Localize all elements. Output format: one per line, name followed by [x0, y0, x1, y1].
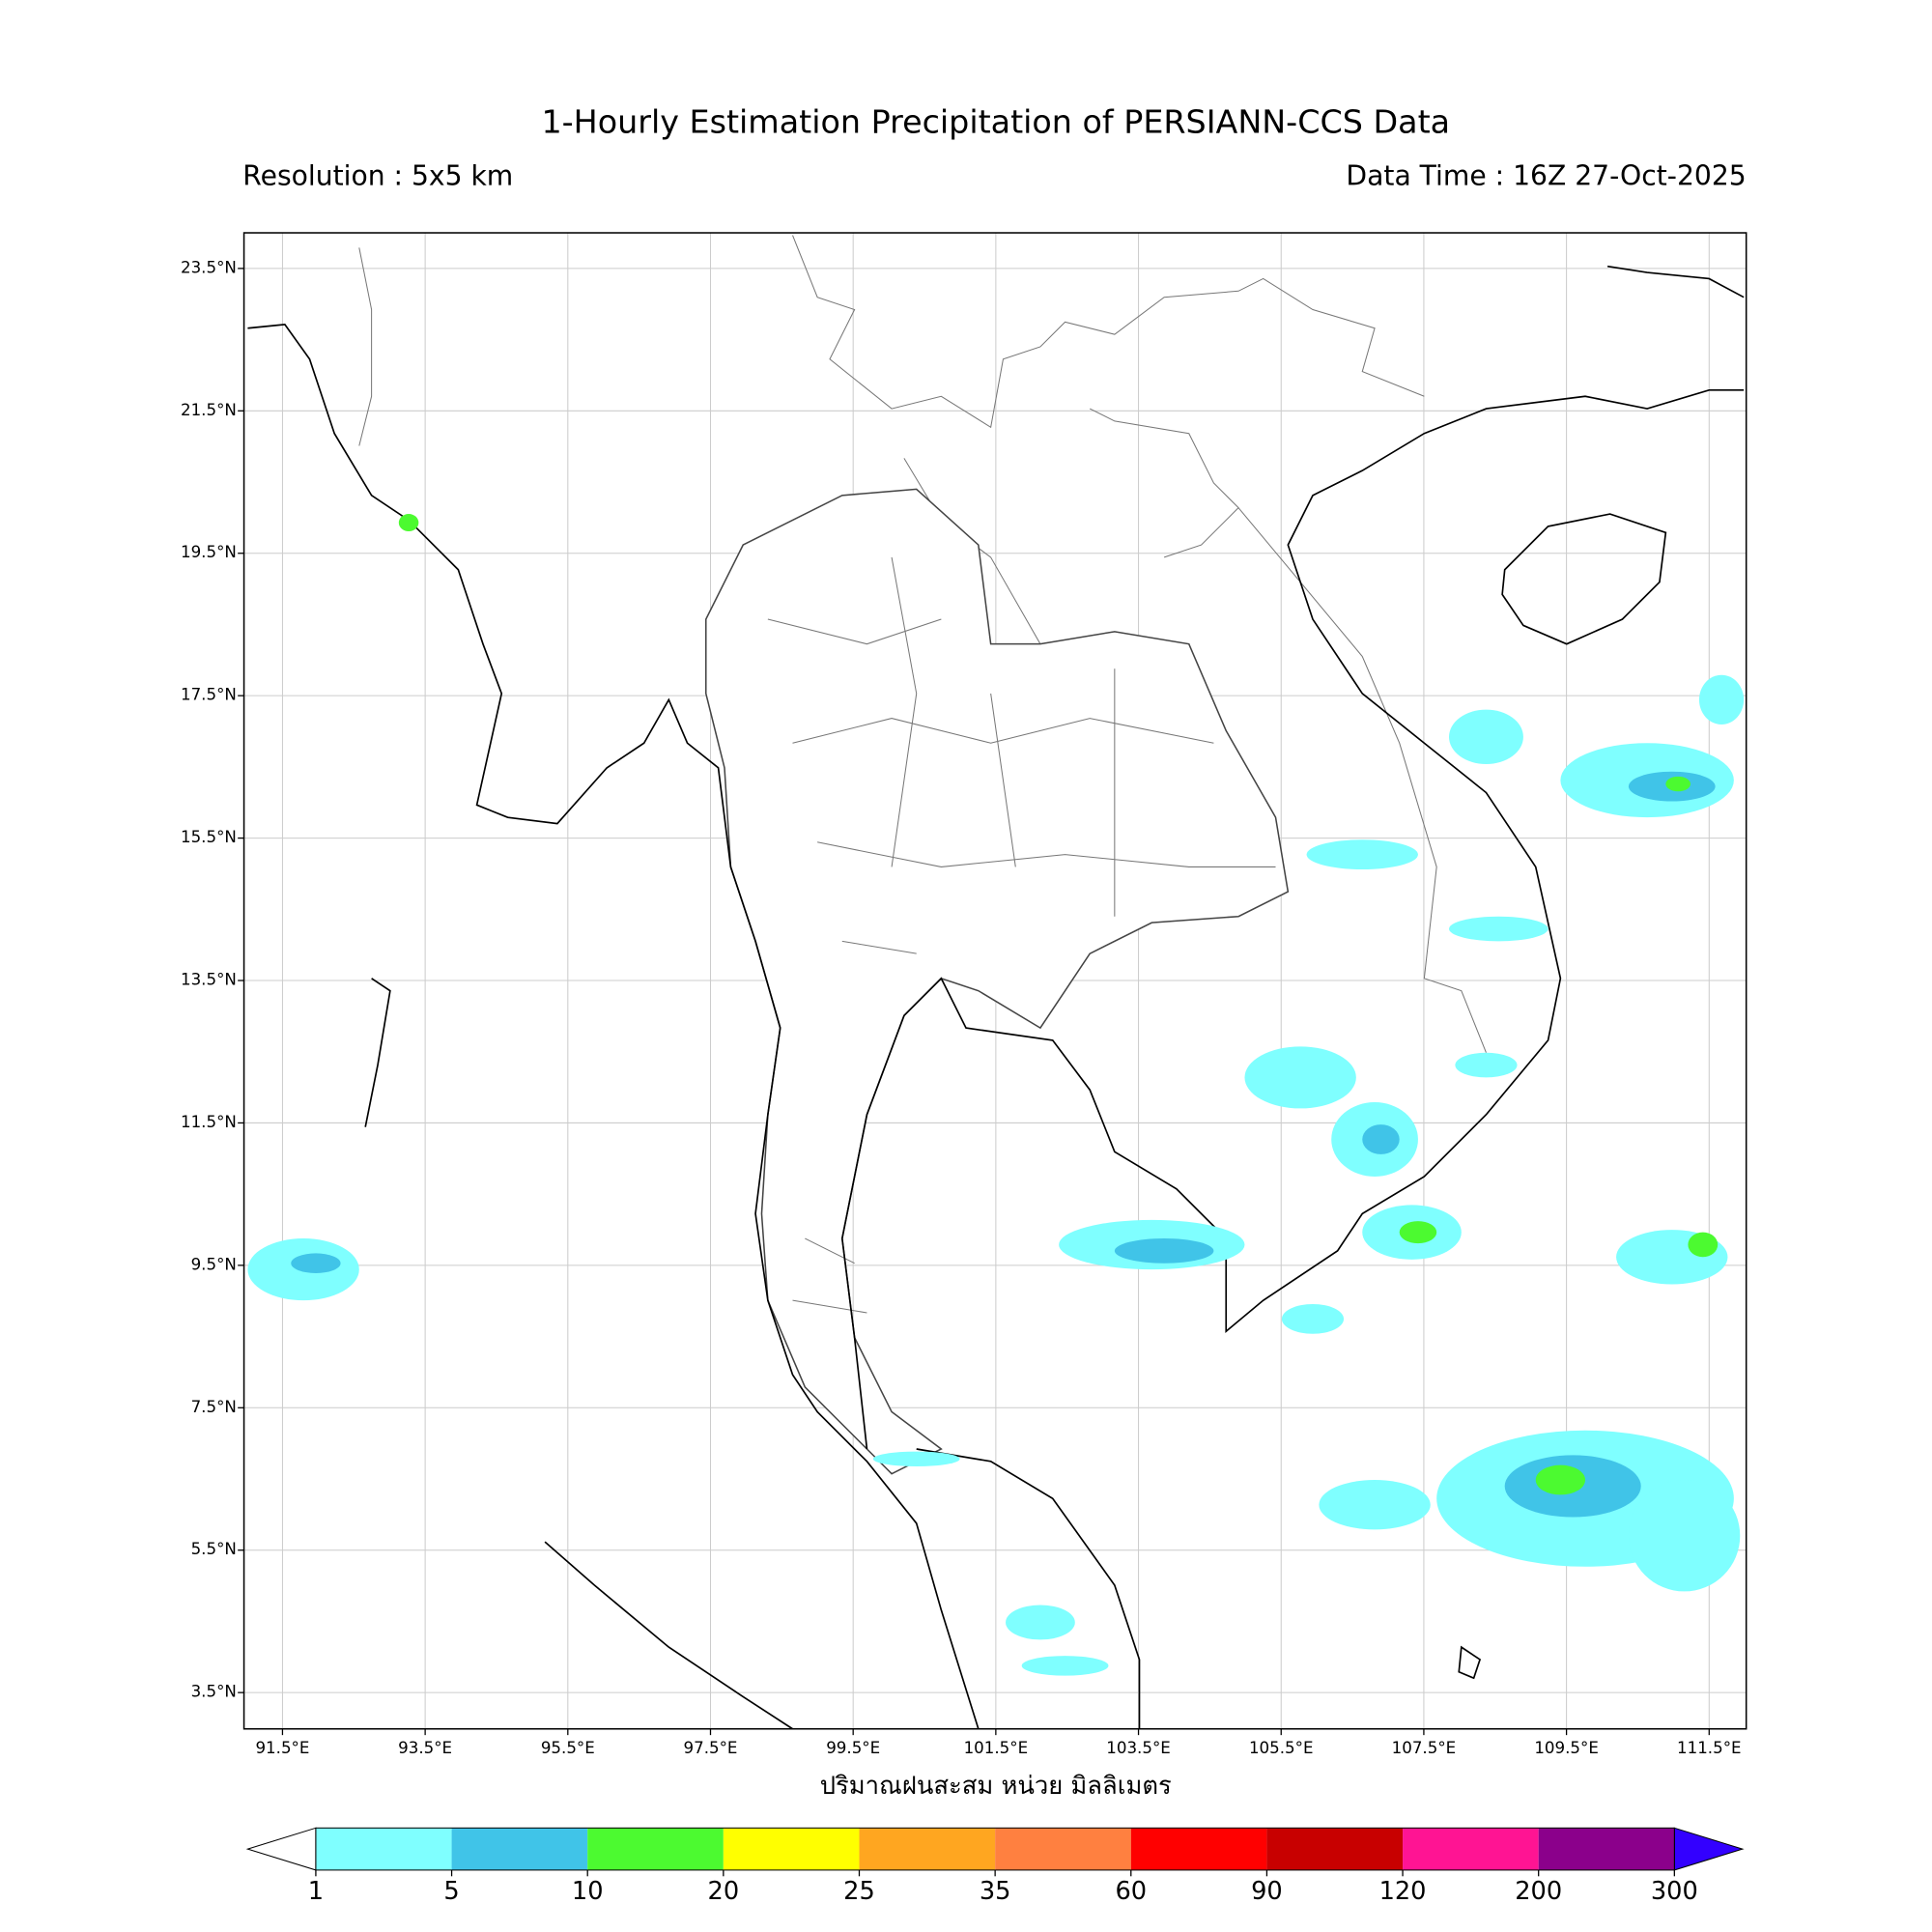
- colorbar-under: [245, 1827, 317, 1871]
- colorbar-label: 1: [308, 1877, 324, 1906]
- colorbar-label: 5: [443, 1877, 459, 1906]
- colorbar-label: 25: [843, 1877, 875, 1906]
- x-tick-label: 101.5°E: [964, 1739, 1029, 1757]
- colorbar-over: [1673, 1827, 1745, 1871]
- colorbar-box: [315, 1828, 452, 1870]
- x-axis-label: ปริมาณฝนสะสม หน่วย มิลลิเมตร: [820, 1772, 1172, 1801]
- colorbar-box: [995, 1828, 1131, 1870]
- colorbar-label: 20: [708, 1877, 740, 1906]
- y-tick-label: 3.5°N: [191, 1683, 237, 1701]
- grid: [243, 233, 1747, 1729]
- resolution: Resolution : 5x5 km: [242, 159, 513, 191]
- y-tick-label: 9.5°N: [191, 1255, 237, 1273]
- coastline: [1606, 265, 1745, 298]
- rain-area: [291, 1253, 341, 1273]
- y-tick-label: 19.5°N: [181, 543, 237, 561]
- rain-area: [1319, 1480, 1431, 1530]
- rain-area: [1449, 916, 1548, 942]
- colorbar-label: 90: [1251, 1877, 1283, 1906]
- rain-area: [1698, 674, 1745, 724]
- country-border: [358, 235, 1487, 1053]
- rain-area: [1306, 839, 1418, 869]
- colorbar-label: 200: [1515, 1877, 1562, 1906]
- rain-area: [1449, 709, 1523, 765]
- rain-area: [1006, 1605, 1075, 1640]
- x-tick-label: 91.5°E: [255, 1739, 309, 1757]
- island: [1501, 513, 1667, 645]
- precipitation: [247, 514, 1745, 1676]
- colorbar-label: 35: [980, 1877, 1011, 1906]
- coastline: [247, 324, 980, 1729]
- y-tick-label: 17.5°N: [181, 686, 237, 704]
- y-tick-label: 5.5°N: [191, 1540, 237, 1558]
- y-tick-label: 13.5°N: [181, 971, 237, 989]
- map-features: [247, 235, 1745, 1730]
- province-borders: [767, 556, 1276, 1314]
- thailand: [705, 488, 1290, 1475]
- y-tick-label: 11.5°N: [181, 1113, 237, 1131]
- title: 1-Hourly Estimation Precipitation of PER…: [541, 103, 1450, 141]
- x-tick-label: 111.5°E: [1677, 1739, 1742, 1757]
- x-tick-label: 103.5°E: [1106, 1739, 1171, 1757]
- x-tick-label: 95.5°E: [541, 1739, 595, 1757]
- colorbar-box: [587, 1828, 724, 1870]
- rain-area: [1665, 776, 1690, 792]
- rain-area: [1021, 1656, 1109, 1676]
- colorbar-box: [859, 1828, 996, 1870]
- rain-area: [1688, 1232, 1719, 1258]
- colorbar: 1 5 10 20 25 35 60 90 120 200 300: [245, 1827, 1745, 1906]
- rain-area: [1535, 1464, 1586, 1495]
- rain-area: [1628, 1480, 1741, 1592]
- x-tick-label: 107.5°E: [1392, 1739, 1457, 1757]
- rain-area: [1455, 1052, 1518, 1078]
- rain-area: [1399, 1221, 1437, 1244]
- x-tick-label: 97.5°E: [684, 1739, 738, 1757]
- colorbar-box: [723, 1828, 860, 1870]
- rain-area: [872, 1451, 960, 1466]
- rain-area: [1362, 1124, 1400, 1154]
- x-tick-label: 109.5°E: [1534, 1739, 1599, 1757]
- y-tick-label: 7.5°N: [191, 1398, 237, 1416]
- y-tick-label: 23.5°N: [181, 258, 237, 276]
- colorbar-box: [1403, 1828, 1539, 1870]
- colorbar-label: 120: [1379, 1877, 1427, 1906]
- colorbar-box: [451, 1828, 588, 1870]
- colorbar-box: [1538, 1828, 1675, 1870]
- rain-area: [1281, 1304, 1345, 1334]
- x-tick-label: 93.5°E: [398, 1739, 452, 1757]
- colorbar-label: 300: [1651, 1877, 1698, 1906]
- y-tick-label: 21.5°N: [181, 401, 237, 419]
- data-time: Data Time : 16Z 27-Oct-2025: [1346, 159, 1746, 191]
- rain-area: [1244, 1046, 1356, 1109]
- rain-area: [398, 514, 419, 531]
- colorbar-box: [1266, 1828, 1404, 1870]
- coastline: [840, 389, 1745, 1450]
- colorbar-label: 10: [572, 1877, 604, 1906]
- x-tick-label: 105.5°E: [1249, 1739, 1314, 1757]
- colorbar-box: [1130, 1828, 1267, 1870]
- x-tick-label: 99.5°E: [826, 1739, 880, 1757]
- coastline: [364, 978, 1482, 1730]
- colorbar-label: 60: [1115, 1877, 1147, 1906]
- y-tick-label: 15.5°N: [181, 828, 237, 846]
- rain-area: [1114, 1238, 1214, 1264]
